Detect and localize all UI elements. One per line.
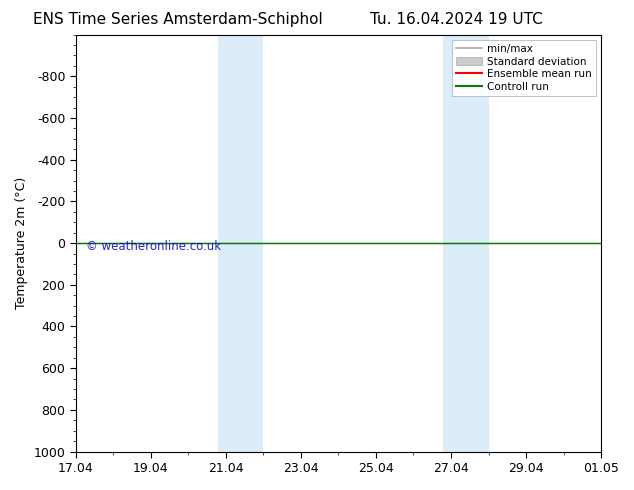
Bar	[218, 35, 263, 452]
Bar	[444, 35, 489, 452]
Text: © weatheronline.co.uk: © weatheronline.co.uk	[86, 240, 221, 252]
Text: Tu. 16.04.2024 19 UTC: Tu. 16.04.2024 19 UTC	[370, 12, 543, 27]
Y-axis label: Temperature 2m (°C): Temperature 2m (°C)	[15, 177, 28, 309]
Text: ENS Time Series Amsterdam-Schiphol: ENS Time Series Amsterdam-Schiphol	[32, 12, 323, 27]
Legend: min/max, Standard deviation, Ensemble mean run, Controll run: min/max, Standard deviation, Ensemble me…	[451, 40, 596, 96]
